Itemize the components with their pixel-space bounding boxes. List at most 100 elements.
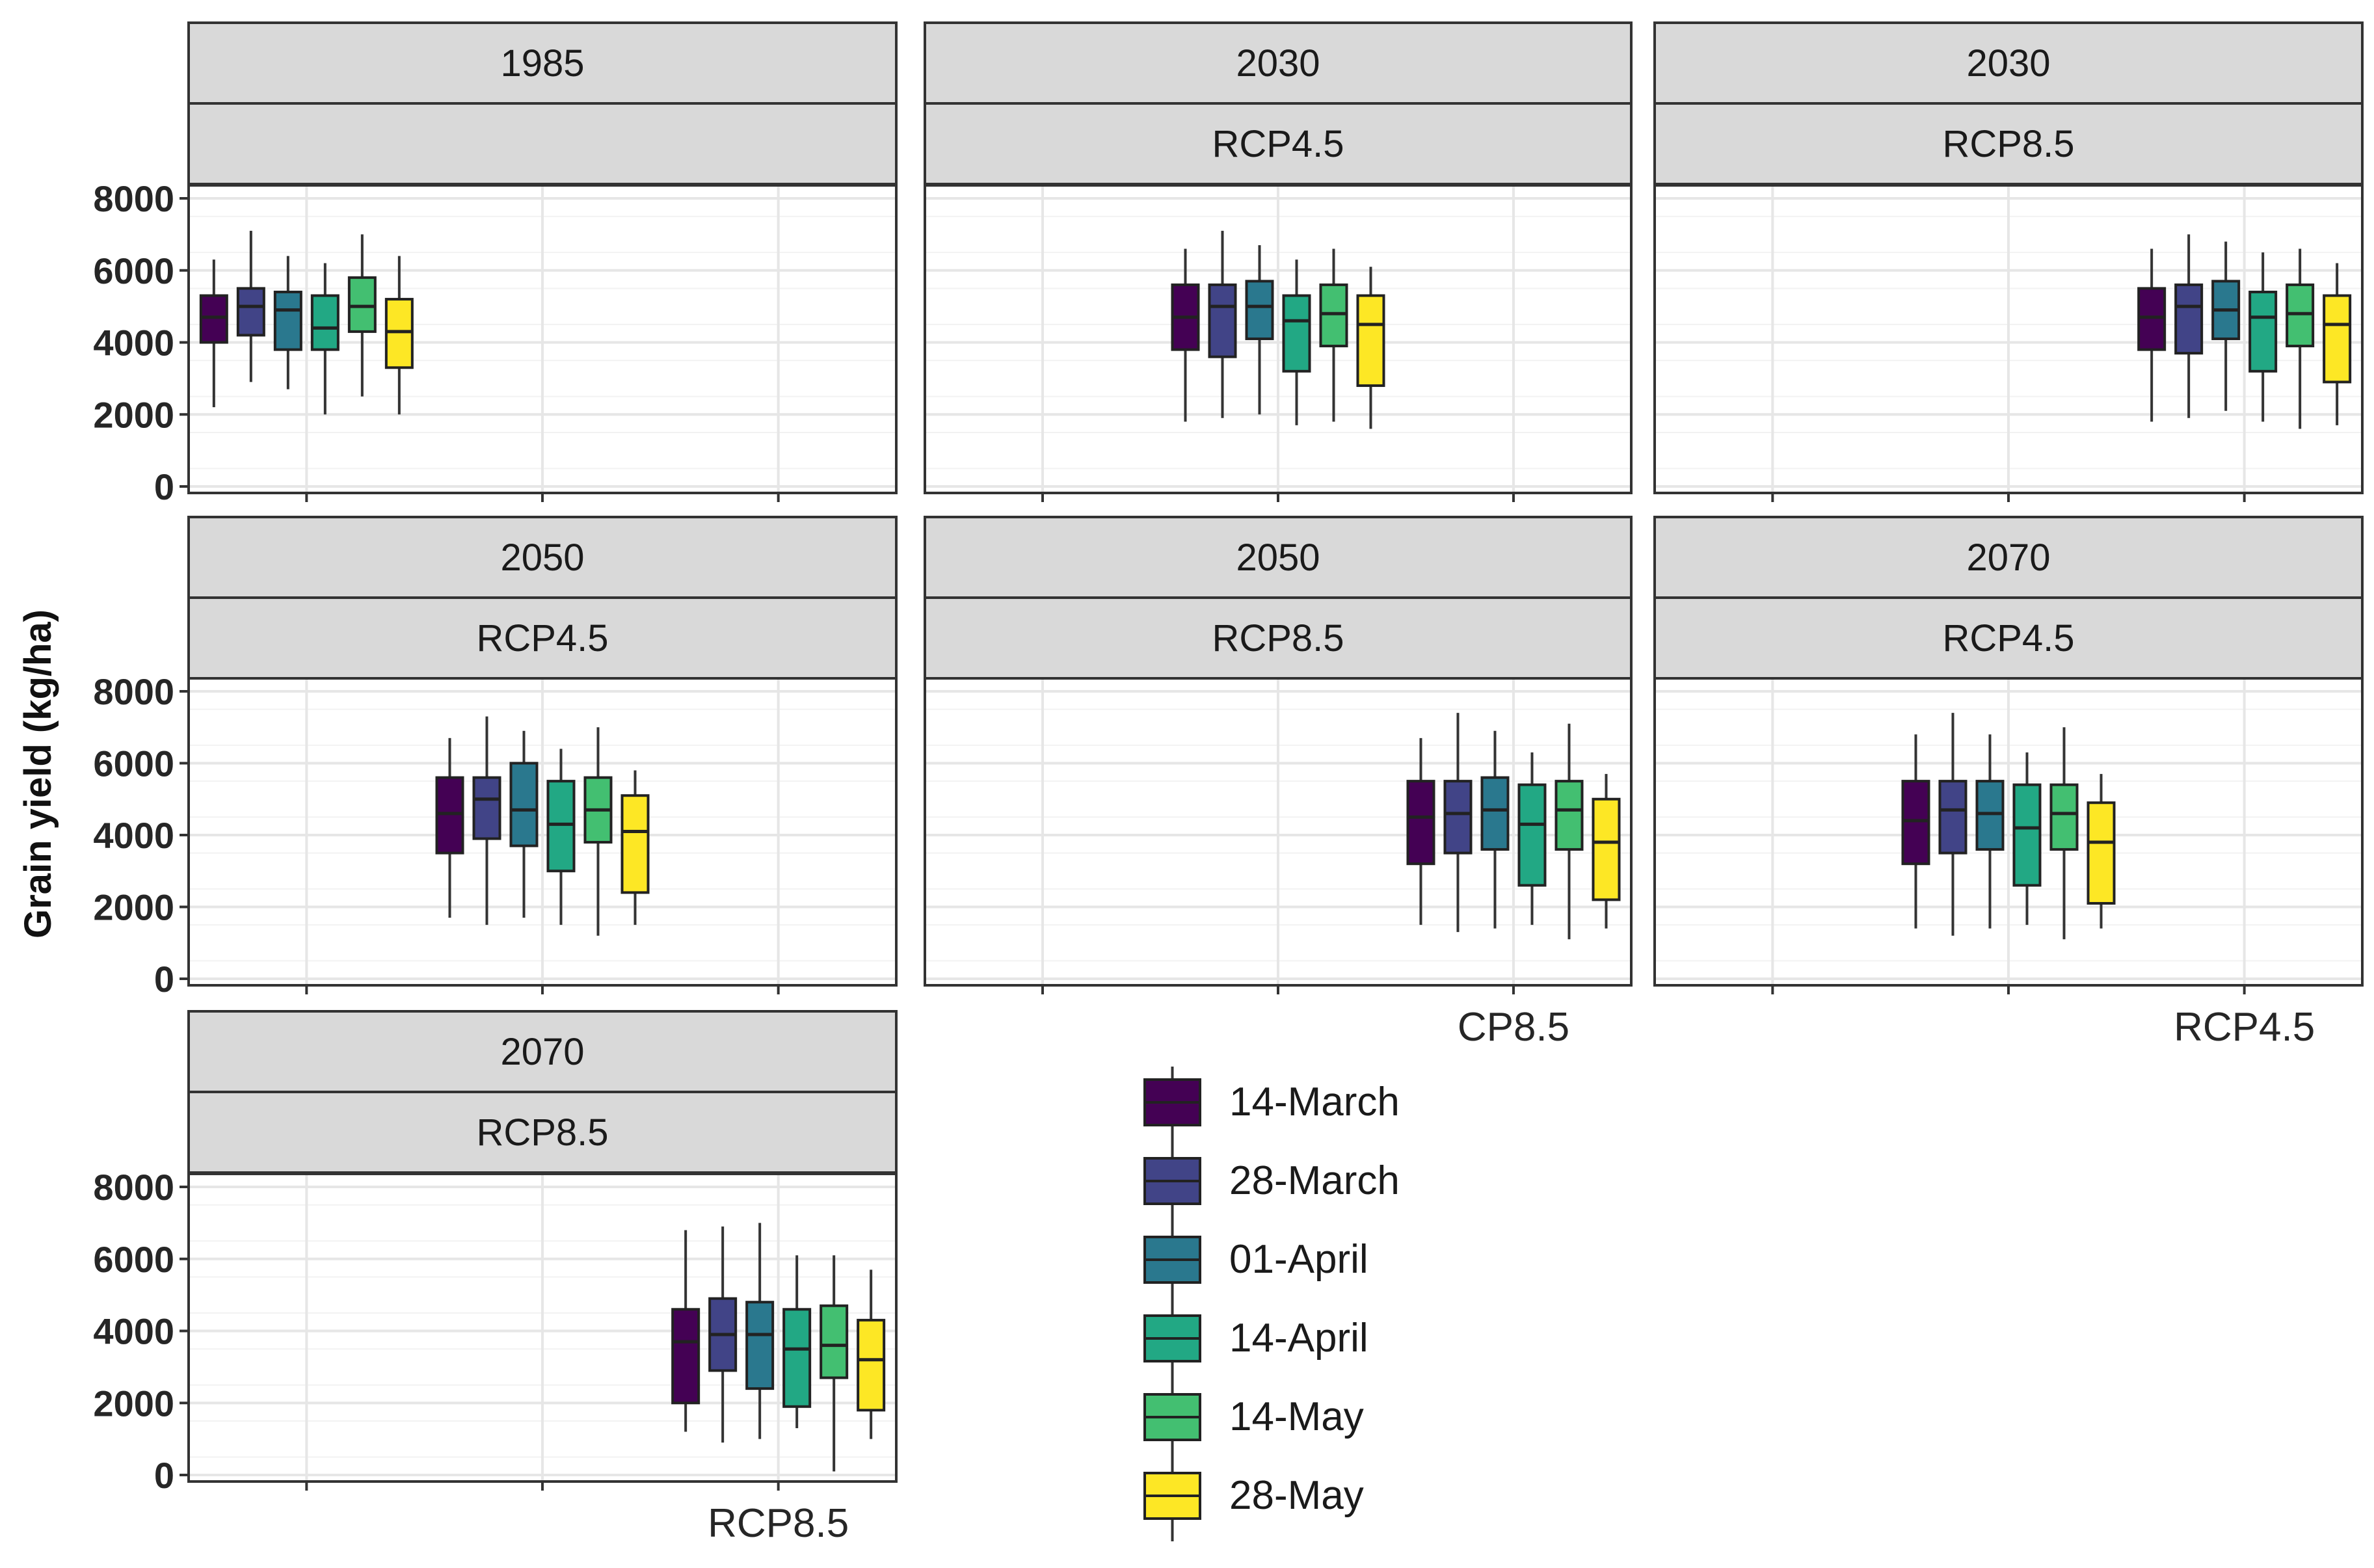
box-body bbox=[199, 294, 228, 344]
box-14-march bbox=[1406, 737, 1435, 925]
box-14-march bbox=[435, 737, 464, 918]
box-14-march bbox=[199, 259, 228, 408]
box-body bbox=[1480, 776, 1510, 851]
box-14-march bbox=[1171, 248, 1200, 422]
box-01-april bbox=[273, 256, 302, 390]
facet-panel-5: 2050 RCP8.5 CP8.5 bbox=[924, 516, 1633, 1050]
strip-bottom-box bbox=[924, 102, 1633, 185]
strip-top-box bbox=[187, 21, 898, 105]
facet-panel-7: 2070 RCP8.5 0 2000 4000 6000 8000 RCP8.5 bbox=[93, 1010, 898, 1546]
facet-panel-6: 2070 RCP4.5 RCP4.5 bbox=[1653, 516, 2364, 1050]
legend-label: 14-March bbox=[1229, 1080, 1400, 1124]
strip-top-box bbox=[187, 1010, 898, 1093]
y-tick-label: 4000 bbox=[93, 815, 174, 856]
box-28-may bbox=[2323, 263, 2352, 425]
box-28-march bbox=[1208, 230, 1237, 418]
strip-top-label: 2030 bbox=[1966, 42, 2050, 85]
box-28-may bbox=[1356, 267, 1385, 429]
strip-top-label: 2050 bbox=[500, 537, 584, 579]
strip-bottom-label: RCP8.5 bbox=[1942, 123, 2074, 165]
y-axis-label: Grain yield (kg/ha) bbox=[17, 609, 59, 938]
facet-panel-4: 2050 RCP4.5 0 2000 4000 6000 8000 bbox=[93, 516, 898, 1000]
strip-bottom-label: RCP4.5 bbox=[476, 617, 608, 659]
strip-top-box bbox=[1653, 21, 2364, 105]
strip-bottom-label: RCP8.5 bbox=[476, 1111, 608, 1154]
box-body bbox=[1319, 283, 1348, 348]
box-body bbox=[472, 776, 501, 840]
y-tick-label: 6000 bbox=[93, 250, 174, 291]
box-body bbox=[273, 290, 302, 351]
box-14-march bbox=[671, 1230, 700, 1432]
box-body bbox=[236, 287, 265, 337]
legend-item-14-march: 14-March bbox=[1143, 1067, 1400, 1148]
box-01-april bbox=[1245, 245, 1274, 415]
box-28-may bbox=[620, 770, 650, 925]
legend-item-14-may: 14-May bbox=[1143, 1381, 1364, 1463]
box-28-march bbox=[2174, 234, 2204, 418]
box-body bbox=[435, 776, 464, 855]
x-tick-label: RCP4.5 bbox=[2174, 1005, 2315, 1050]
box-14-april bbox=[2248, 252, 2278, 422]
box-14-may bbox=[347, 234, 377, 397]
box-28-march bbox=[708, 1226, 738, 1443]
facet-panel-2: 2030 RCP4.5 bbox=[924, 21, 1633, 502]
box-28-may bbox=[384, 256, 414, 415]
legend-label: 14-April bbox=[1229, 1316, 1368, 1361]
strip-top-box bbox=[1653, 516, 2364, 599]
box-body bbox=[2049, 783, 2079, 851]
box-body bbox=[1356, 294, 1385, 387]
box-body bbox=[2012, 783, 2042, 887]
legend-label: 01-April bbox=[1229, 1237, 1368, 1282]
box-body bbox=[1592, 797, 1621, 901]
strip-bottom-box bbox=[1653, 596, 2364, 680]
facet-panel-1: 1985 0 2000 4000 6000 8000 bbox=[93, 21, 898, 507]
box-body bbox=[1554, 780, 1584, 851]
strip-bottom-box bbox=[187, 596, 898, 680]
box-28-march bbox=[472, 716, 501, 925]
legend-item-01-april: 01-April bbox=[1143, 1224, 1368, 1305]
box-body bbox=[745, 1301, 775, 1390]
box-body bbox=[2174, 283, 2204, 355]
y-tick-label: 0 bbox=[154, 1455, 174, 1496]
legend-label: 14-May bbox=[1229, 1394, 1364, 1439]
box-body bbox=[1938, 780, 1967, 855]
legend-label: 28-March bbox=[1229, 1158, 1400, 1203]
legend-item-28-march: 28-March bbox=[1143, 1145, 1400, 1227]
y-tick-label: 2000 bbox=[93, 1383, 174, 1424]
box-body bbox=[1406, 780, 1435, 866]
x-tick-label: CP8.5 bbox=[1458, 1005, 1569, 1050]
box-28-may bbox=[2087, 774, 2116, 929]
strip-bottom-label: RCP4.5 bbox=[1212, 123, 1344, 165]
box-body bbox=[347, 276, 377, 333]
box-28-march bbox=[236, 230, 265, 382]
y-tick-label: 2000 bbox=[93, 394, 174, 435]
legend: 14-March 28-March 01-April 14-April 14-May 28… bbox=[1143, 1067, 1400, 1541]
strip-bottom-label: RCP4.5 bbox=[1942, 617, 2074, 659]
box-28-march bbox=[1443, 713, 1473, 933]
strip-top-box bbox=[187, 516, 898, 599]
y-tick-label: 4000 bbox=[93, 1311, 174, 1352]
box-01-april bbox=[745, 1223, 775, 1439]
box-01-april bbox=[2211, 241, 2241, 411]
box-body bbox=[546, 780, 576, 873]
strip-bottom-label: RCP8.5 bbox=[1212, 617, 1344, 659]
box-14-may bbox=[820, 1255, 849, 1472]
box-28-may bbox=[857, 1269, 886, 1439]
box-body bbox=[857, 1318, 886, 1412]
y-tick-label: 4000 bbox=[93, 323, 174, 364]
legend-item-28-may: 28-May bbox=[1143, 1460, 1364, 1541]
box-body bbox=[384, 298, 414, 369]
box-28-march bbox=[1938, 713, 1967, 936]
box-01-april bbox=[1975, 734, 2005, 929]
strip-top-label: 2070 bbox=[500, 1031, 584, 1073]
strip-bottom-box bbox=[187, 1091, 898, 1174]
legend-item-14-april: 14-April bbox=[1143, 1303, 1368, 1384]
box-body bbox=[782, 1308, 812, 1408]
box-14-may bbox=[583, 727, 613, 936]
box-14-april bbox=[1282, 259, 1311, 425]
facet-panels: 1985 0 2000 4000 6000 8000 2030 RCP4.5 2030 RCP8.… bbox=[93, 21, 2364, 1546]
box-28-may bbox=[1592, 774, 1621, 929]
y-tick-label: 6000 bbox=[93, 1239, 174, 1280]
facet-panel-3: 2030 RCP8.5 bbox=[1653, 21, 2364, 502]
